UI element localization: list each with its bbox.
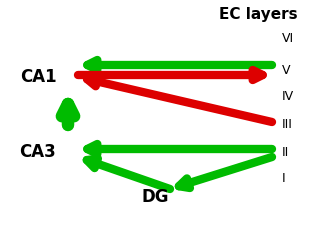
Text: V: V — [282, 63, 291, 76]
Text: III: III — [282, 117, 293, 130]
Text: CA1: CA1 — [20, 68, 56, 86]
Text: I: I — [282, 173, 286, 185]
Text: CA3: CA3 — [20, 143, 56, 161]
Text: II: II — [282, 146, 289, 158]
Text: VI: VI — [282, 32, 294, 45]
Text: DG: DG — [141, 188, 169, 206]
Text: IV: IV — [282, 90, 294, 104]
Text: EC layers: EC layers — [219, 7, 297, 22]
